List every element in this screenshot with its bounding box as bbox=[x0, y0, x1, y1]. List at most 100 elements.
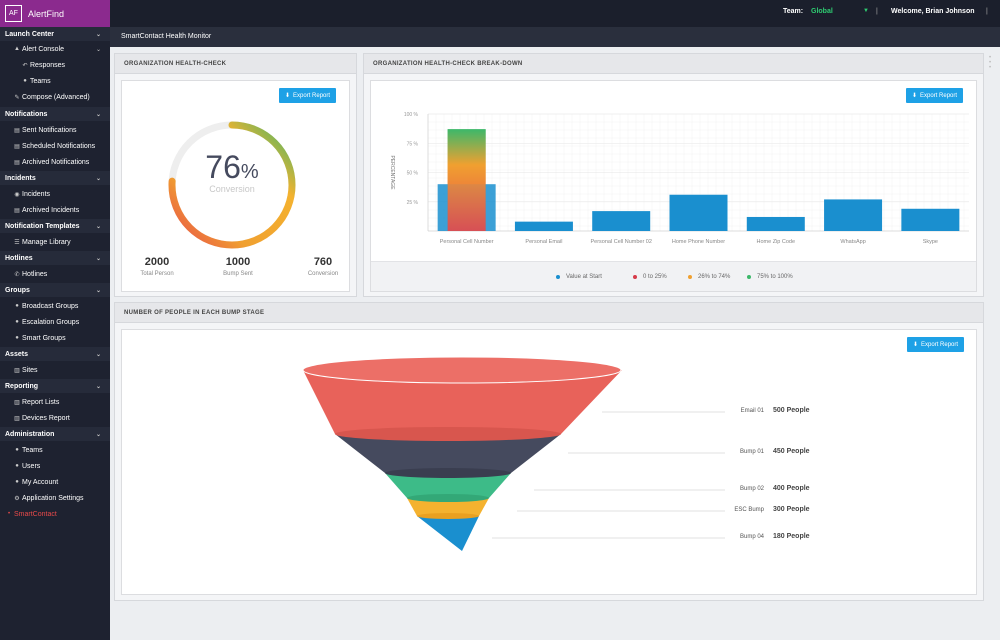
download-icon: ⬇ bbox=[912, 93, 918, 99]
page-title: SmartContact Health Monitor bbox=[121, 33, 212, 40]
nav-section-hotlines[interactable]: Hotlines ⌄ bbox=[0, 251, 110, 265]
nav-label: Application Settings bbox=[22, 494, 84, 502]
export-report-button[interactable]: ⬇ Export Report bbox=[279, 88, 337, 103]
document-icon: ▤ bbox=[14, 143, 20, 150]
more-icon[interactable]: • • • bbox=[989, 55, 992, 71]
funnel-chart bbox=[302, 356, 725, 551]
nav-section-reporting[interactable]: Reporting ⌄ bbox=[0, 379, 110, 393]
nav-item-application-settings[interactable]: ⚙ Application Settings bbox=[0, 491, 110, 505]
nav-section-notifications[interactable]: Notifications ⌄ bbox=[0, 107, 110, 121]
x-tick-label: Skype bbox=[923, 239, 938, 245]
chevron-down-icon: ⌄ bbox=[95, 255, 101, 262]
nav-item-smartcontact[interactable]: • SmartContact bbox=[0, 507, 110, 521]
nav-item-teams[interactable]: ● Teams bbox=[0, 74, 110, 88]
funnel-stage-edge bbox=[417, 513, 479, 519]
nav-label: Responses bbox=[30, 61, 66, 69]
x-tick-label: Personal Email bbox=[525, 239, 562, 245]
bar-gradient-overlay bbox=[447, 129, 486, 231]
chevron-down-icon: ⌄ bbox=[95, 383, 101, 390]
team-selector[interactable]: Global bbox=[811, 8, 833, 15]
nav-section-administration[interactable]: Administration ⌄ bbox=[0, 427, 110, 441]
nav-label: Archived Incidents bbox=[22, 206, 80, 214]
nav-section-launch-center[interactable]: Launch Center ⌄ bbox=[0, 27, 110, 41]
download-icon: ⬇ bbox=[913, 342, 919, 348]
document-icon: ▤ bbox=[14, 207, 20, 214]
percent-value: 76 bbox=[205, 149, 241, 185]
nav-section-assets[interactable]: Assets ⌄ bbox=[0, 347, 110, 361]
nav-label: Report Lists bbox=[22, 398, 60, 406]
funnel-stage-edge bbox=[335, 427, 561, 441]
stat-total-person-value: 2000 bbox=[144, 256, 170, 268]
funnel-stage-esc-bump bbox=[407, 498, 489, 516]
bar bbox=[669, 194, 728, 231]
funnel-label-bump-01: Bump 01 bbox=[739, 449, 764, 455]
funnel-label-esc-bump: ESC Bump bbox=[734, 507, 764, 513]
nav-label: SmartContact bbox=[14, 510, 57, 518]
funnel-value-email-01: 500 People bbox=[773, 407, 810, 414]
nav-item-responses[interactable]: ↶ Responses bbox=[0, 58, 110, 72]
export-report-button[interactable]: ⬇ Export Report bbox=[906, 88, 964, 103]
chevron-down-icon[interactable]: ▼ bbox=[863, 8, 869, 14]
nav-item-escalation-groups[interactable]: ● Escalation Groups bbox=[0, 315, 110, 329]
legend-label: Value at Start bbox=[566, 274, 602, 280]
funnel-value-bump-01: 450 People bbox=[773, 448, 810, 455]
nav-item-alert-console[interactable]: ▲ Alert Console ⌄ bbox=[0, 42, 110, 56]
nav-item-broadcast-groups[interactable]: ● Broadcast Groups bbox=[0, 299, 110, 313]
nav-label: Devices Report bbox=[22, 414, 70, 422]
nav-label: My Account bbox=[22, 478, 59, 486]
nav-item-scheduled-notifications[interactable]: ▤ Scheduled Notifications bbox=[0, 139, 110, 153]
nav-label: Hotlines bbox=[22, 270, 48, 278]
x-tick-label: Personal Cell Number 02 bbox=[590, 239, 651, 245]
nav-item-my-account[interactable]: ● My Account bbox=[0, 475, 110, 489]
user-menu[interactable]: Welcome, Brian Johnson bbox=[891, 8, 975, 15]
sidebar: Launch Center ⌄ ▲ Alert Console ⌄ ↶ Response… bbox=[0, 27, 110, 640]
funnel-label-email-01: Email 01 bbox=[740, 408, 764, 414]
phone-icon: ✆ bbox=[14, 271, 20, 278]
section-label: Notification Templates bbox=[5, 222, 80, 230]
nav-item-incidents[interactable]: ◉ Incidents bbox=[0, 187, 110, 201]
nav-item-sent-notifications[interactable]: ▤ Sent Notifications bbox=[0, 123, 110, 137]
brand[interactable]: AF AlertFind bbox=[0, 0, 110, 27]
nav-section-incidents[interactable]: Incidents ⌄ bbox=[0, 171, 110, 185]
chevron-down-icon: ⌄ bbox=[95, 287, 101, 294]
panel-title: NUMBER OF PEOPLE IN EACH BUMP STAGE bbox=[115, 303, 983, 323]
nav-section-notification-templates[interactable]: Notification Templates ⌄ bbox=[0, 219, 110, 233]
document-icon: ▤ bbox=[14, 159, 20, 166]
nav-item-smart-groups[interactable]: ● Smart Groups bbox=[0, 331, 110, 345]
legend-75-100: 75% to 100% bbox=[747, 274, 793, 280]
y-tick-label: 25 % bbox=[407, 200, 419, 206]
nav-item-hotlines[interactable]: ✆ Hotlines bbox=[0, 267, 110, 281]
export-report-button[interactable]: ⬇ Export Report bbox=[907, 337, 965, 352]
nav-label: Broadcast Groups bbox=[22, 302, 79, 310]
legend-swatch bbox=[556, 275, 560, 279]
funnel-panel: NUMBER OF PEOPLE IN EACH BUMP STAGE ⬇ Exp… bbox=[114, 302, 984, 601]
funnel-label-bump-02: Bump 02 bbox=[739, 486, 764, 492]
nav-item-manage-library[interactable]: ☰ Manage Library bbox=[0, 235, 110, 249]
nav-item-sites[interactable]: ▥ Sites bbox=[0, 363, 110, 377]
x-tick-label: Personal Cell Number bbox=[440, 239, 494, 245]
team-label: Team: bbox=[783, 8, 804, 15]
nav-item-archived-incidents[interactable]: ▤ Archived Incidents bbox=[0, 203, 110, 217]
nav-item-devices-report[interactable]: ▥ Devices Report bbox=[0, 411, 110, 425]
funnel-stage-email-01 bbox=[303, 370, 622, 434]
nav-item-archived-notifications[interactable]: ▤ Archived Notifications bbox=[0, 155, 110, 169]
section-label: Administration bbox=[5, 430, 55, 438]
nav-item-users[interactable]: ● Users bbox=[0, 459, 110, 473]
target-icon: ◉ bbox=[14, 191, 20, 198]
nav-item-report-lists[interactable]: ▥ Report Lists bbox=[0, 395, 110, 409]
nav-section-groups[interactable]: Groups ⌄ bbox=[0, 283, 110, 297]
bar-chart-icon: ▥ bbox=[14, 399, 20, 406]
breakdown-body: ⬇ Export Report 100 % 75 % 50 % 25 % PERCENTA… bbox=[370, 80, 977, 292]
stat-bump-sent-label: Bump Sent bbox=[223, 271, 253, 277]
legend-26-74: 26% to 74% bbox=[688, 274, 730, 280]
chevron-down-icon: ⌄ bbox=[95, 223, 101, 230]
section-label: Notifications bbox=[5, 110, 48, 118]
x-tick-label: WhatsApp bbox=[840, 239, 865, 245]
nav-label: Archived Notifications bbox=[22, 158, 90, 166]
funnel-stage-edge bbox=[385, 468, 511, 478]
bar bbox=[514, 221, 573, 231]
nav-item-compose[interactable]: ✎ Compose (Advanced) bbox=[0, 90, 110, 104]
button-label: Export Report bbox=[921, 341, 959, 348]
nav-item-admin-teams[interactable]: ● Teams bbox=[0, 443, 110, 457]
nav-label: Manage Library bbox=[22, 238, 71, 246]
